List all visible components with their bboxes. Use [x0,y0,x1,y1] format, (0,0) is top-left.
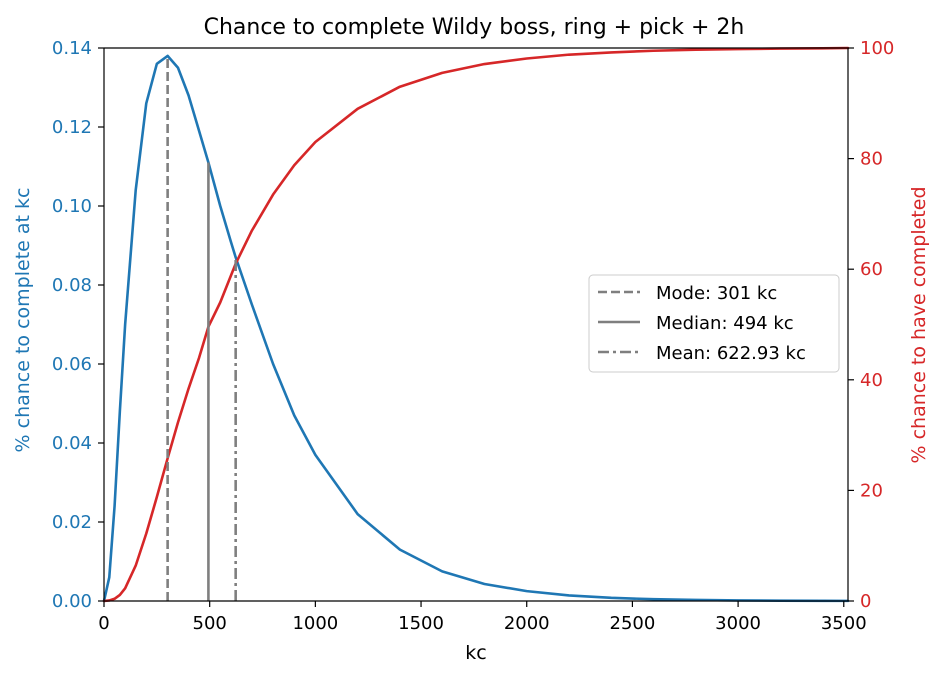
x-ticks: 0 500 1000 1500 2000 2500 3000 3500 [98,601,867,634]
y-right-tick-label: 40 [860,370,883,391]
y-right-tick-label: 20 [860,480,883,501]
y-left-tick-label: 0.00 [52,591,92,612]
series-line-right [102,46,850,603]
y-left-axis-label: % chance to complete at kc [12,188,34,453]
y-left-tick-label: 0.12 [52,117,92,138]
x-tick-label: 500 [193,613,227,634]
y-right-tick-label: 80 [860,149,883,170]
legend-item-mode: Mode: 301 kc [598,283,777,304]
y-left-tick-label: 0.10 [52,196,92,217]
x-tick-label: 2500 [610,613,656,634]
legend: Mode: 301 kc Median: 494 kc Mean: 622.93… [588,274,840,373]
y-left-tick-label: 0.02 [52,512,92,533]
legend-item-mean: Mean: 622.93 kc [598,343,806,364]
y-right-ticks: 0 20 40 60 80 100 [848,38,894,612]
axes [103,47,849,602]
x-tick-label: 1500 [398,613,444,634]
x-tick-label: 1000 [292,613,338,634]
y-right-tick-label: 100 [860,38,894,59]
y-left-tick-label: 0.08 [52,275,92,296]
plot-area [102,46,850,603]
marker-lines [166,55,237,601]
legend-label-median: Median: 494 kc [656,313,794,334]
y-left-tick-label: 0.04 [52,433,92,454]
y-left-tick-label: 0.06 [52,354,92,375]
series-line-left [102,54,850,603]
y-right-tick-label: 60 [860,259,883,280]
x-tick-label: 0 [98,613,109,634]
y-right-axis-label: % chance to have completed [908,186,930,463]
y-right-tick-label: 0 [860,591,871,612]
x-tick-label: 3500 [821,613,867,634]
x-axis-label: kc [465,642,486,664]
legend-label-mode: Mode: 301 kc [656,283,777,304]
y-left-tick-label: 0.14 [52,38,92,59]
legend-box [588,274,840,373]
x-tick-label: 3000 [715,613,761,634]
chart-title: Chance to complete Wildy boss, ring + pi… [204,15,745,40]
x-tick-label: 2000 [504,613,550,634]
y-left-ticks: 0.00 0.02 0.04 0.06 0.08 0.10 0.12 0.14 [52,38,104,612]
legend-item-median: Median: 494 kc [598,313,794,334]
legend-label-mean: Mean: 622.93 kc [656,343,806,364]
